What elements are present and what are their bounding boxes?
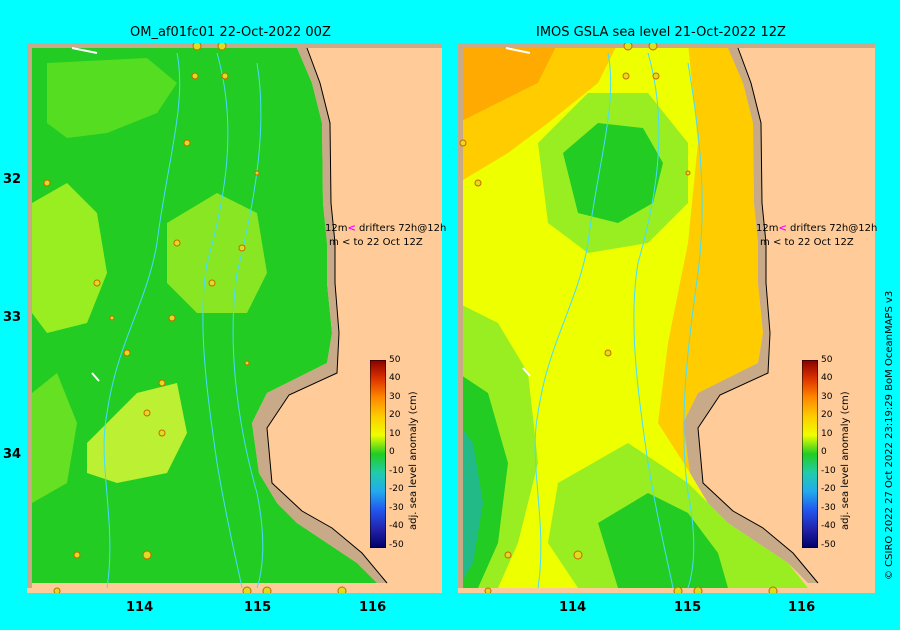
left-map-panel bbox=[27, 43, 442, 593]
credit-text: © CSIRO 2022 27 Oct 2022 23:19:29 BoM Oc… bbox=[884, 290, 895, 580]
anomaly-patch bbox=[47, 58, 177, 138]
colorbar-label-right: adj. sea level anomaly (cm) bbox=[840, 391, 851, 530]
drifter-markers bbox=[43, 43, 347, 593]
lon-tick-left: 116 bbox=[359, 600, 387, 615]
anomaly-patch bbox=[658, 43, 763, 473]
colorbar-tick: 30 bbox=[389, 392, 401, 402]
anomaly-patch bbox=[32, 373, 77, 503]
drifter-note-right: m < to 22 Oct 12Z bbox=[760, 237, 854, 248]
lon-tick-left: 114 bbox=[126, 600, 154, 615]
drifter-track bbox=[202, 52, 243, 589]
colorbar-label-left: adj. sea level anomaly (cm) bbox=[408, 391, 419, 530]
colorbar-tick: -10 bbox=[389, 466, 404, 476]
colorbar-tick: 40 bbox=[821, 373, 833, 383]
colorbar-tick: -10 bbox=[821, 466, 836, 476]
lat-tick: 32 bbox=[3, 172, 22, 187]
drifter-note-right: 12m< drifters 72h@12h bbox=[756, 223, 878, 234]
left-map-svg bbox=[27, 43, 442, 593]
colorbar-right bbox=[802, 360, 818, 548]
left-panel-title: OM_af01fc01 22-Oct-2022 00Z bbox=[130, 25, 331, 40]
anomaly-patch bbox=[458, 43, 558, 123]
lon-tick-left: 115 bbox=[244, 600, 272, 615]
colorbar-tick: -30 bbox=[389, 503, 404, 513]
drifter-track bbox=[534, 52, 612, 589]
colorbar-tick: -50 bbox=[389, 540, 404, 550]
anomaly-patch bbox=[32, 183, 107, 333]
drifter-note-left: 12m< drifters 72h@12h bbox=[325, 223, 447, 234]
anomaly-patch bbox=[458, 43, 618, 183]
current-arrow bbox=[71, 47, 98, 54]
anomaly-patch bbox=[458, 423, 483, 588]
anomaly-patch bbox=[563, 123, 663, 223]
right-map-svg bbox=[458, 43, 875, 593]
anomaly-patch bbox=[167, 193, 267, 313]
drifter-markers bbox=[459, 43, 778, 593]
anomaly-patch bbox=[87, 383, 187, 483]
colorbar-tick: 20 bbox=[821, 410, 833, 420]
colorbar-tick: 10 bbox=[821, 429, 833, 439]
lat-tick: 34 bbox=[3, 447, 22, 462]
right-panel-title: IMOS GSLA sea level 21-Oct-2022 12Z bbox=[536, 25, 786, 40]
colorbar-tick: 30 bbox=[821, 392, 833, 402]
lon-tick-right: 114 bbox=[559, 600, 587, 615]
drifter-track bbox=[683, 62, 703, 589]
colorbar-tick: 0 bbox=[389, 447, 395, 457]
coastline bbox=[697, 47, 819, 584]
colorbar-tick: -30 bbox=[821, 503, 836, 513]
colorbar-tick: 0 bbox=[821, 447, 827, 457]
colorbar-tick: -40 bbox=[821, 521, 836, 531]
colorbar-tick: -40 bbox=[389, 521, 404, 531]
current-arrow bbox=[522, 367, 531, 377]
lat-tick: 33 bbox=[3, 310, 22, 325]
current-arrow bbox=[91, 372, 100, 382]
drifter-track bbox=[103, 52, 181, 589]
lon-tick-right: 115 bbox=[674, 600, 702, 615]
colorbar-tick: 40 bbox=[389, 373, 401, 383]
coastline bbox=[266, 47, 388, 584]
colorbar-left bbox=[370, 360, 386, 548]
colorbar-tick: -20 bbox=[389, 484, 404, 494]
right-map-panel bbox=[458, 43, 875, 593]
drifter-track bbox=[232, 62, 264, 589]
colorbar-tick: 20 bbox=[389, 410, 401, 420]
colorbar-tick: -50 bbox=[821, 540, 836, 550]
colorbar-tick: -20 bbox=[821, 484, 836, 494]
colorbar-tick: 50 bbox=[389, 355, 401, 365]
colorbar-tick: 10 bbox=[389, 429, 401, 439]
drifter-note-left: m < to 22 Oct 12Z bbox=[329, 237, 423, 248]
colorbar-tick: 50 bbox=[821, 355, 833, 365]
lon-tick-right: 116 bbox=[788, 600, 816, 615]
current-arrow bbox=[505, 47, 531, 54]
drifter-track bbox=[633, 52, 674, 589]
